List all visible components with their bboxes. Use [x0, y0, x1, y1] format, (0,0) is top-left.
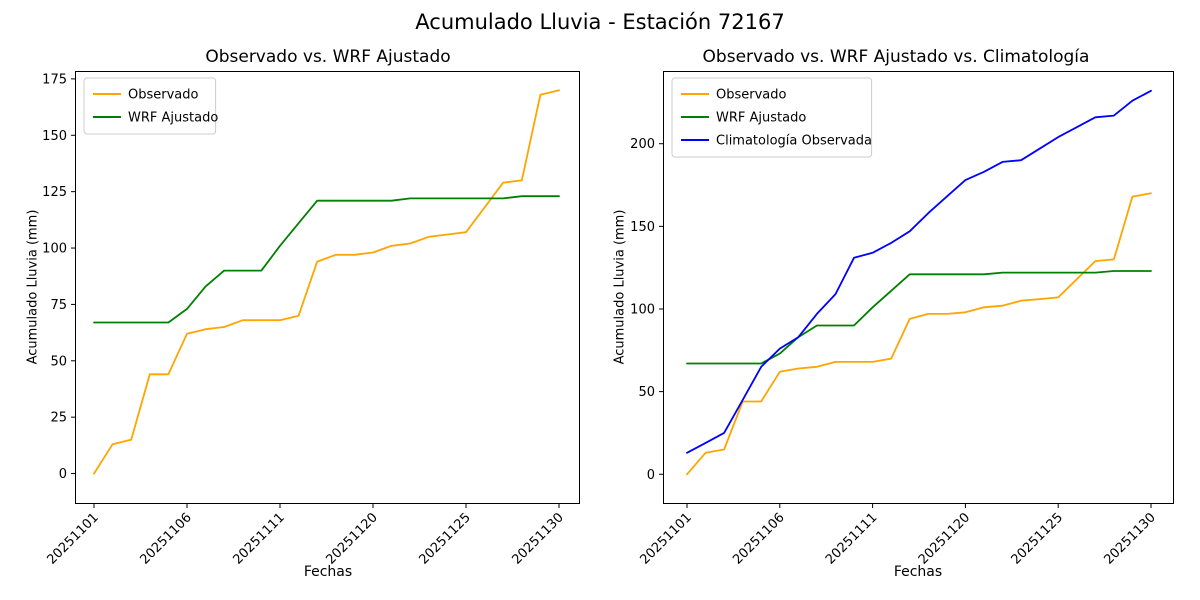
x-tick-label: 20251120: [323, 510, 380, 567]
y-tick-label: 50: [638, 385, 655, 400]
y-tick-label: 100: [42, 242, 67, 257]
x-tick-label: 20251101: [637, 510, 694, 567]
legend-box: [83, 77, 217, 135]
y-tick-label: 200: [630, 137, 655, 152]
x-tick-label: 20251101: [44, 510, 101, 567]
y-tick-label: 100: [630, 302, 655, 317]
x-tick-label: 20251120: [916, 510, 973, 567]
y-tick-label: 150: [42, 129, 67, 144]
x-tick-label: 20251125: [1009, 510, 1066, 567]
figure-title: Acumulado Lluvia - Estación 72167: [415, 10, 785, 34]
right-chart-plot: 0 50 100 150 200 20251101 20251106 20251111 2025…: [630, 71, 1174, 568]
x-tick-label: 20251130: [509, 510, 566, 567]
y-tick-label: 125: [42, 185, 67, 200]
right-chart-title: Observado vs. WRF Ajustado vs. Climatolo…: [702, 47, 1090, 67]
y-tick-label: 50: [50, 354, 67, 369]
y-tick-label: 0: [59, 467, 67, 482]
series-line-observado: [686, 192, 1152, 476]
x-tick-label: 20251130: [1101, 510, 1158, 567]
y-tick-label: 150: [630, 220, 655, 235]
x-tick-label: 20251106: [137, 510, 194, 567]
left-chart-plot: 0 25 50 75 100 125 150 175 20251101 20251106 20251…: [42, 71, 580, 568]
legend-box: [671, 77, 873, 158]
series-line-wrf-ajustado: [686, 270, 1152, 365]
y-tick-label: 175: [42, 72, 67, 87]
series-line-climatolog-a-observada: [686, 89, 1152, 454]
legend-label: WRF Ajustado: [128, 111, 218, 126]
plot-border: [663, 71, 1174, 504]
legend-label: Observado: [716, 88, 787, 103]
x-tick-label: 20251111: [230, 510, 287, 567]
x-tick-label: 20251106: [730, 510, 787, 567]
right-chart-xlabel: Fechas: [893, 564, 943, 580]
legend-label: Climatología Observada: [716, 134, 872, 149]
plot-border: [75, 71, 580, 504]
left-chart-title: Observado vs. WRF Ajustado: [205, 47, 451, 67]
series-line-wrf-ajustado: [93, 195, 560, 324]
series-line-observado: [93, 89, 560, 475]
y-tick-label: 75: [50, 298, 67, 313]
legend-label: WRF Ajustado: [716, 111, 806, 126]
left-chart-xlabel: Fechas: [303, 564, 353, 580]
y-tick-label: 0: [647, 468, 655, 483]
x-tick-label: 20251125: [416, 510, 473, 567]
y-tick-label: 25: [50, 411, 67, 426]
x-tick-label: 20251111: [823, 510, 880, 567]
legend-label: Observado: [128, 88, 199, 103]
